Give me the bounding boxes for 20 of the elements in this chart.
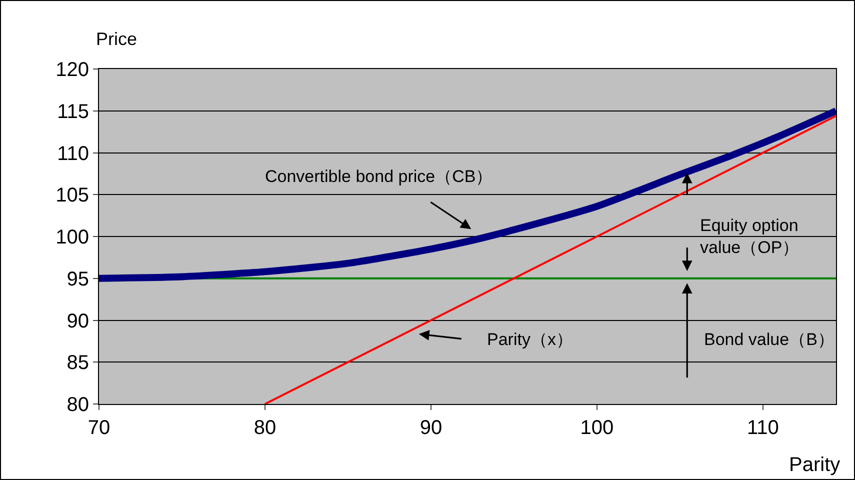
y-tick-label: 90 xyxy=(66,310,89,332)
y-tick-label: 110 xyxy=(57,142,89,165)
y-tick-label: 85 xyxy=(66,352,89,374)
y-tick-label: 115 xyxy=(57,100,89,123)
annotation: Parity（x） xyxy=(487,330,573,349)
x-tick-label: 110 xyxy=(747,417,779,439)
y-axis-title: Price xyxy=(96,29,138,49)
x-tick-label: 70 xyxy=(88,417,110,439)
y-tick-label: 120 xyxy=(56,59,89,81)
y-tick-label: 80 xyxy=(66,394,89,416)
y-tick-label: 100 xyxy=(56,226,89,248)
x-tick-label: 90 xyxy=(420,417,442,439)
annotation: Convertible bond price（CB） xyxy=(265,167,493,186)
annotation: Equity option value（OP） xyxy=(700,216,800,258)
x-tick-label: 80 xyxy=(254,417,276,439)
x-tick-label: 100 xyxy=(580,417,614,439)
x-axis-title: Parity xyxy=(789,454,840,476)
y-tick-label: 105 xyxy=(56,184,89,207)
y-tick-label: 95 xyxy=(66,268,89,290)
annotation: Bond value（B） xyxy=(704,330,834,349)
